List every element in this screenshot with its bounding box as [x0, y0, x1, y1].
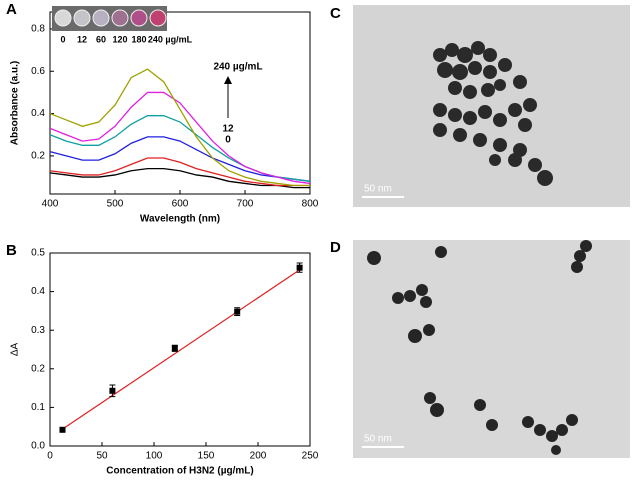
series-label: 0: [225, 135, 231, 146]
y-tick-label: 0.4: [31, 286, 45, 297]
x-tick-label: 400: [42, 199, 59, 210]
y-tick-label: 0.4: [31, 108, 45, 119]
x-axis-label: Wavelength (nm): [140, 214, 220, 225]
y-tick-label: 0.2: [31, 363, 45, 374]
panel-label: B: [6, 242, 17, 259]
x-tick-label: 200: [250, 451, 267, 462]
data-point: [234, 308, 241, 315]
spectrum-line: [49, 68, 310, 187]
data-point: [109, 387, 116, 394]
inset-label: 12: [77, 34, 87, 44]
y-tick-label: 0.6: [31, 66, 45, 77]
y-tick-label: 0.1: [31, 402, 45, 413]
spectrum-line: [49, 167, 310, 189]
scale-bar-label: 50 nm: [364, 434, 392, 445]
x-tick-label: 150: [198, 451, 215, 462]
spectrum-line: [49, 157, 310, 187]
x-tick-label: 50: [96, 451, 108, 462]
y-tick-label: 0.8: [31, 24, 45, 35]
panel-label: C: [330, 5, 341, 22]
spectrum-line: [49, 136, 311, 182]
tem-image: [353, 5, 630, 207]
arrow-head: [224, 76, 232, 84]
nanoparticle-cluster: [433, 41, 553, 186]
x-tick-label: 600: [172, 199, 189, 210]
scale-bar-label: 50 nm: [364, 184, 392, 195]
plot-frame: [49, 252, 311, 447]
y-axis-label: Absorbance (a.u.): [10, 61, 21, 145]
inset-label: 180: [131, 34, 146, 44]
y-tick-label: 0.0: [31, 441, 45, 452]
x-tick-label: 700: [237, 199, 254, 210]
y-tick-label: 0.3: [31, 325, 45, 336]
x-tick-label: 500: [107, 199, 124, 210]
panel-label: A: [6, 1, 17, 18]
panel-label: D: [330, 239, 341, 256]
data-point: [296, 264, 303, 271]
vial: [130, 9, 148, 27]
y-tick-label: 0.5: [31, 248, 45, 259]
vial: [111, 9, 129, 27]
inset-label: 120: [112, 34, 127, 44]
data-point: [59, 426, 66, 433]
x-tick-label: 100: [146, 451, 163, 462]
vial: [54, 9, 72, 27]
y-tick-label: 0.2: [31, 151, 45, 162]
inset-label: 60: [96, 34, 106, 44]
spectrum-line: [49, 91, 311, 185]
spectrum-line: [49, 115, 311, 182]
data-point: [171, 345, 178, 352]
y-axis-label: ΔA: [10, 343, 21, 357]
x-tick-label: 250: [302, 451, 319, 462]
vial: [73, 9, 91, 27]
x-tick-label: 800: [302, 199, 319, 210]
nanoparticles: [367, 240, 592, 455]
series-label: 12: [222, 124, 234, 135]
vial: [92, 9, 110, 27]
vial: [149, 9, 167, 27]
series-label: 240 µg/mL: [213, 62, 262, 73]
inset-label: 0: [60, 34, 65, 44]
x-axis-label: Concentration of H3N2 (µg/mL): [106, 466, 253, 477]
x-tick-label: 0: [47, 451, 53, 462]
fit-line: [60, 267, 303, 432]
inset-label: 240 µg/mL: [148, 34, 193, 44]
